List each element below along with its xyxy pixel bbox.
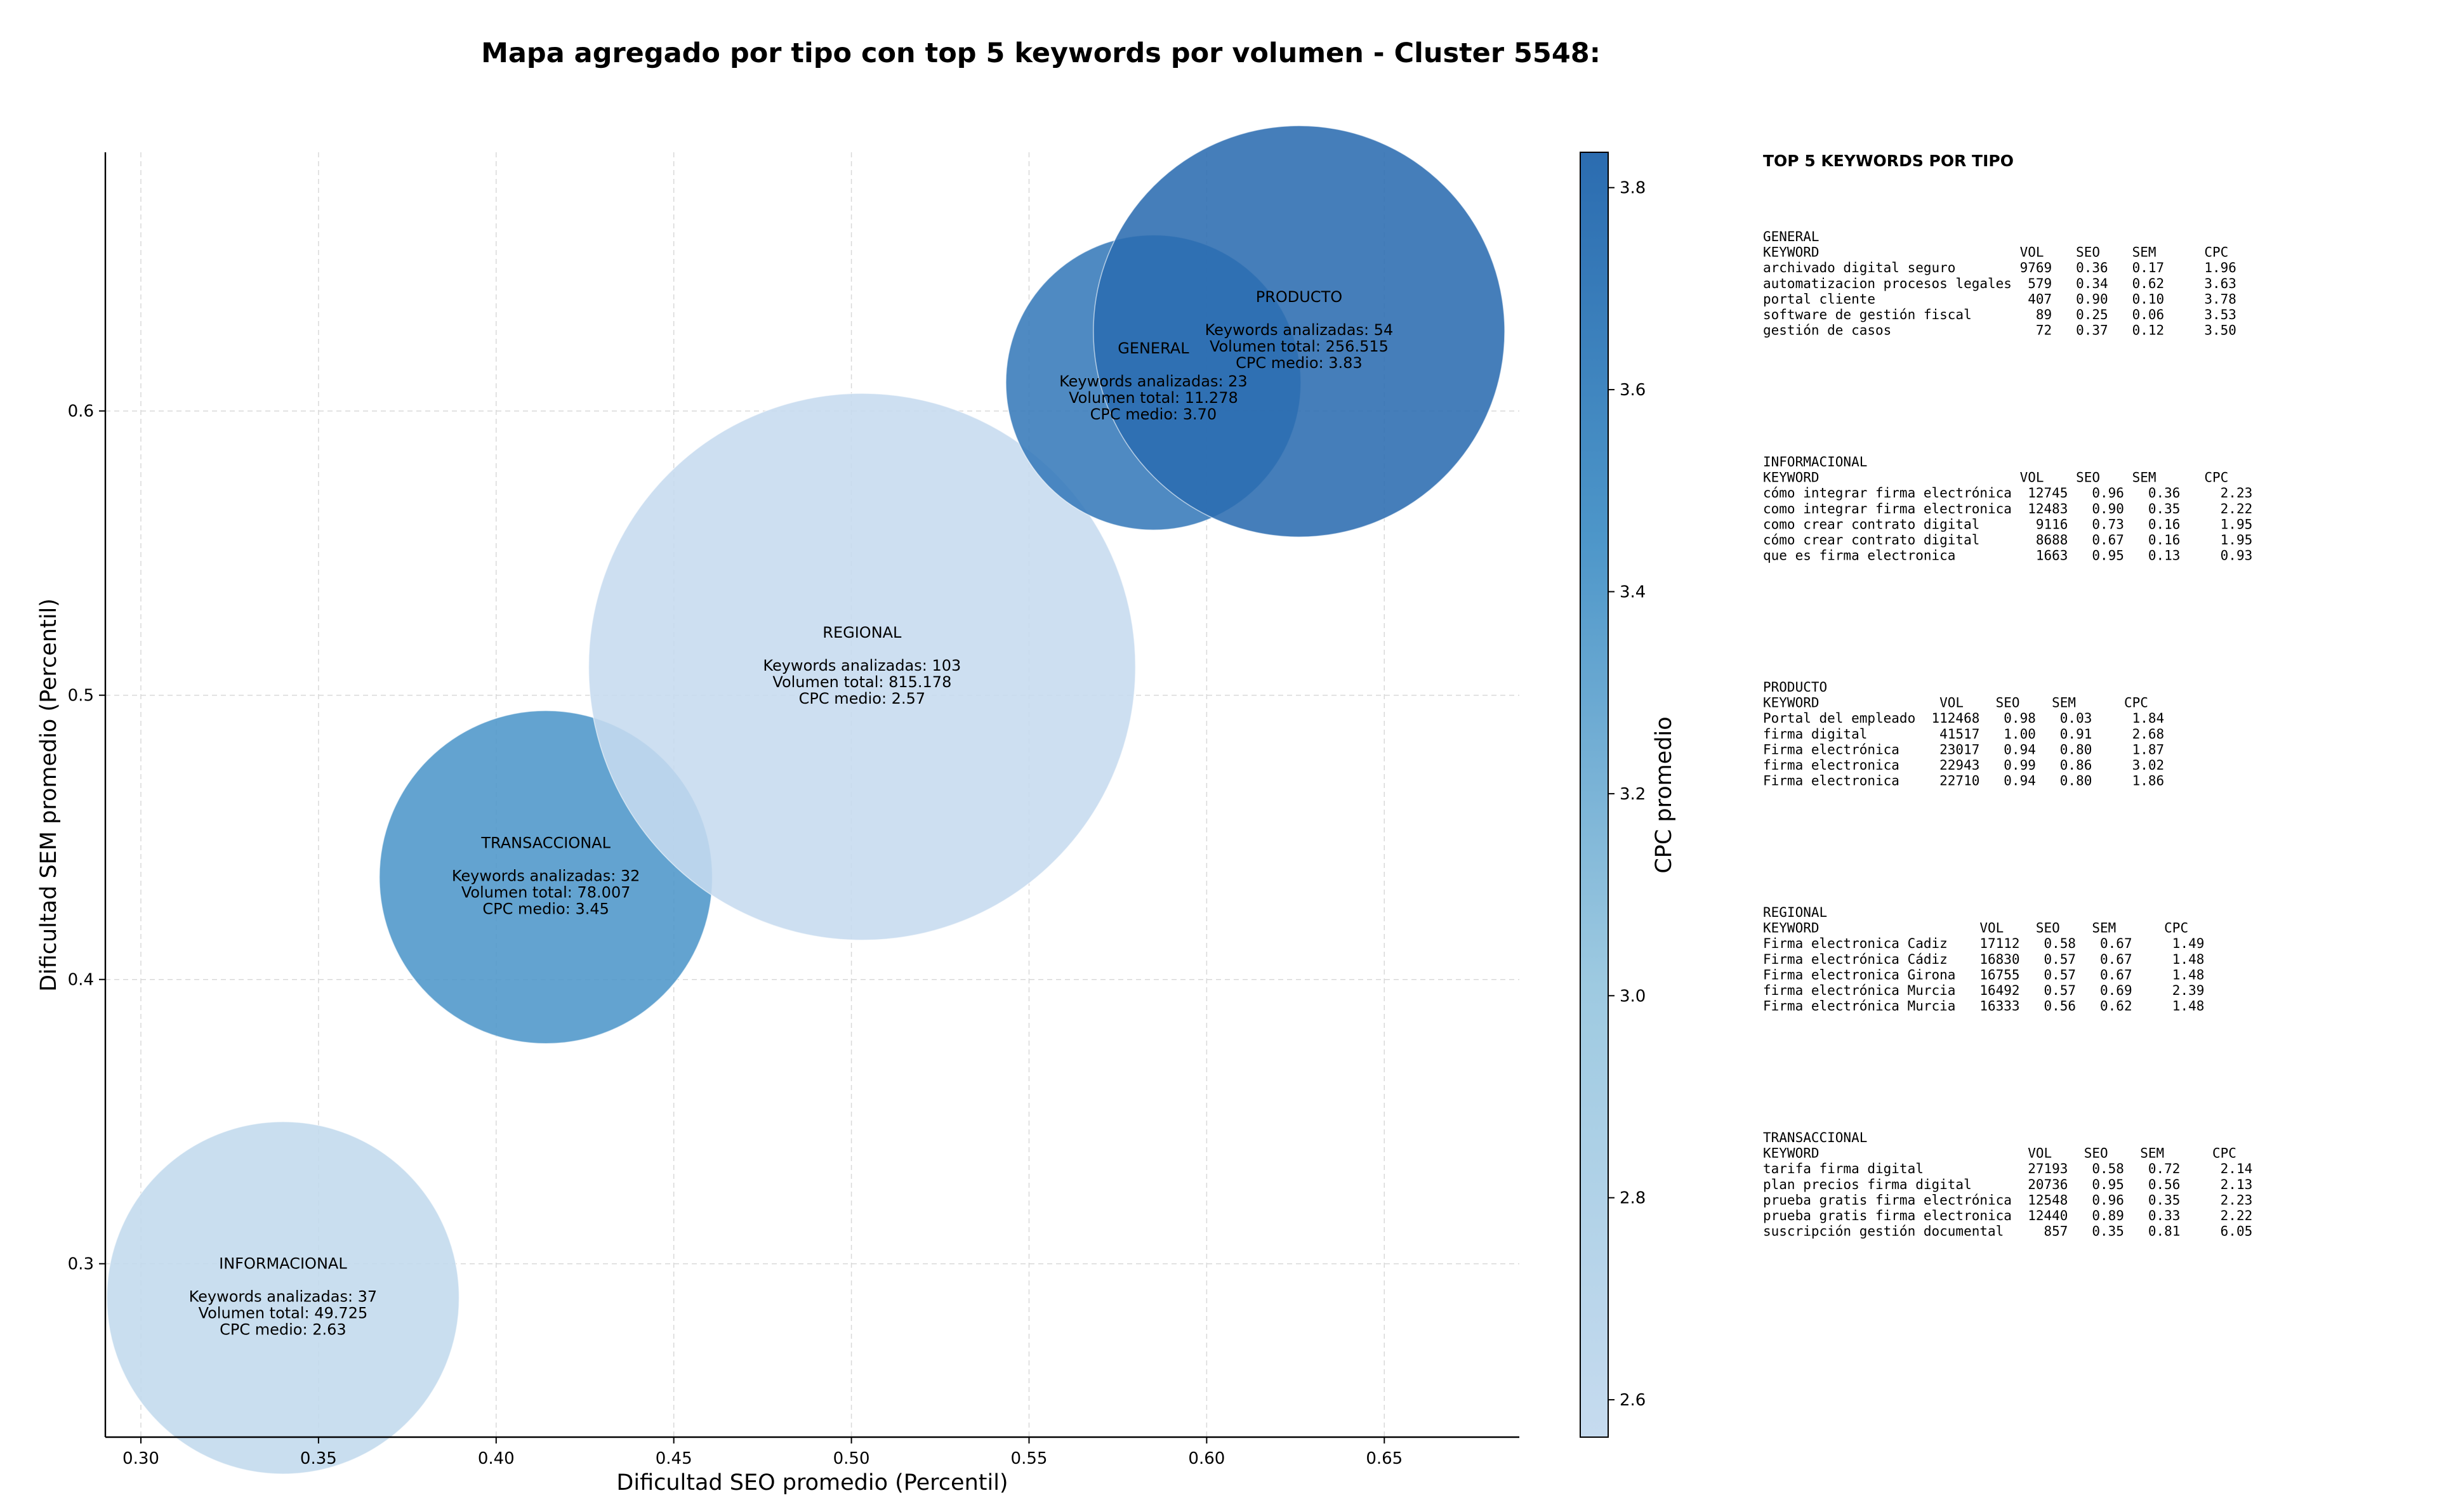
bubble-keywords-label: Keywords analizadas: 103 bbox=[763, 657, 961, 674]
x-tick-label: 0.60 bbox=[1188, 1449, 1225, 1468]
bubble-type-label: PRODUCTO bbox=[1256, 288, 1342, 306]
panel-section-name: GENERAL bbox=[1763, 229, 1819, 244]
x-axis-label: Dificultad SEO promedio (Percentil) bbox=[616, 1470, 1008, 1496]
bubble-cpc-label: CPC medio: 3.83 bbox=[1236, 354, 1363, 372]
panel-section-name: REGIONAL bbox=[1763, 905, 1827, 920]
panel-keyword-row: prueba gratis firma electronica 12440 0.… bbox=[1763, 1208, 2252, 1223]
bubble-keywords-label: Keywords analizadas: 37 bbox=[189, 1287, 378, 1305]
bubble-type-label: TRANSACCIONAL bbox=[480, 834, 611, 851]
panel-keyword-row: Firma electronica Girona 16755 0.57 0.67… bbox=[1763, 967, 2204, 982]
x-tick-label: 0.45 bbox=[656, 1449, 692, 1468]
bubble-keywords-label: Keywords analizadas: 54 bbox=[1205, 321, 1394, 339]
panel-keyword-row: prueba gratis firma electrónica 12548 0.… bbox=[1763, 1192, 2252, 1207]
x-tick-label: 0.50 bbox=[833, 1449, 870, 1468]
colorbar-tick-label: 2.6 bbox=[1620, 1391, 1646, 1410]
bubble-regional bbox=[588, 393, 1136, 941]
panel-section-header: KEYWORD VOL SEO SEM CPC bbox=[1763, 245, 2228, 260]
colorbar-tick-label: 3.4 bbox=[1620, 583, 1646, 602]
bubble-volume-label: Volumen total: 78.007 bbox=[461, 883, 631, 901]
panel-section-name: INFORMACIONAL bbox=[1763, 454, 1867, 470]
panel-keyword-row: software de gestión fiscal 89 0.25 0.06 … bbox=[1763, 307, 2236, 322]
panel-keyword-row: como integrar firma electronica 12483 0.… bbox=[1763, 501, 2252, 516]
colorbar bbox=[1580, 152, 1609, 1438]
x-tick-label: 0.40 bbox=[478, 1449, 515, 1468]
panel-keyword-row: plan precios firma digital 20736 0.95 0.… bbox=[1763, 1177, 2252, 1192]
panel-section-header: KEYWORD VOL SEO SEM CPC bbox=[1763, 695, 2148, 711]
panel-keyword-row: Portal del empleado 112468 0.98 0.03 1.8… bbox=[1763, 711, 2164, 726]
bubble-producto bbox=[1093, 125, 1505, 538]
panel-keyword-row: suscripción gestión documental 857 0.35 … bbox=[1763, 1224, 2252, 1239]
bubble-volume-label: Volumen total: 11.278 bbox=[1069, 389, 1238, 407]
bubble-volume-label: Volumen total: 256.515 bbox=[1210, 338, 1389, 355]
panel-section-name: PRODUCTO bbox=[1763, 680, 1827, 695]
bubbles bbox=[106, 125, 1505, 1475]
y-tick-label: 0.4 bbox=[68, 971, 94, 990]
panel-keyword-row: firma electrónica Murcia 16492 0.57 0.69… bbox=[1763, 983, 2204, 998]
x-tick-label: 0.30 bbox=[122, 1449, 159, 1468]
panel-section-header: KEYWORD VOL SEO SEM CPC bbox=[1763, 470, 2228, 485]
panel-keyword-row: Firma electrónica 23017 0.94 0.80 1.87 bbox=[1763, 742, 2164, 757]
panel-keyword-row: Firma electronica Cadiz 17112 0.58 0.67 … bbox=[1763, 936, 2204, 951]
panel-keyword-row: como crear contrato digital 9116 0.73 0.… bbox=[1763, 516, 2252, 532]
panel-section-header: KEYWORD VOL SEO SEM CPC bbox=[1763, 921, 2188, 936]
panel-section-header: KEYWORD VOL SEO SEM CPC bbox=[1763, 1146, 2236, 1161]
colorbar-tick-label: 3.2 bbox=[1620, 785, 1646, 804]
bubble-cpc-label: CPC medio: 2.63 bbox=[220, 1320, 347, 1338]
y-ticks: 0.3 0.4 0.5 0.6 bbox=[68, 402, 105, 1274]
bubble-keywords-label: Keywords analizadas: 23 bbox=[1059, 372, 1248, 390]
panel-keyword-row: archivado digital seguro 9769 0.36 0.17 … bbox=[1763, 260, 2236, 275]
panel-keyword-row: Firma electronica 22710 0.94 0.80 1.86 bbox=[1763, 773, 2164, 789]
panel-keyword-row: Firma electrónica Cádiz 16830 0.57 0.67 … bbox=[1763, 952, 2204, 967]
colorbar-tick-label: 3.8 bbox=[1620, 179, 1646, 198]
panel-keyword-row: firma electronica 22943 0.99 0.86 3.02 bbox=[1763, 758, 2164, 773]
panel-keyword-row: Firma electrónica Murcia 16333 0.56 0.62… bbox=[1763, 999, 2204, 1014]
panel-keyword-row: automatizacion procesos legales 579 0.34… bbox=[1763, 276, 2236, 291]
y-axis-label: Dificultad SEM promedio (Percentil) bbox=[36, 598, 62, 992]
x-tick-label: 0.65 bbox=[1366, 1449, 1403, 1468]
panel-title: TOP 5 KEYWORDS POR TIPO bbox=[1763, 152, 2014, 170]
panel-keyword-row: tarifa firma digital 27193 0.58 0.72 2.1… bbox=[1763, 1161, 2252, 1176]
bubble-volume-label: Volumen total: 815.178 bbox=[772, 673, 951, 691]
colorbar-ticks: 2.6 2.8 3.0 3.2 3.4 3.6 3.8 bbox=[1608, 179, 1646, 1410]
bubble-cpc-label: CPC medio: 3.45 bbox=[482, 900, 609, 917]
y-tick-label: 0.6 bbox=[68, 402, 94, 421]
panel-keyword-row: gestión de casos 72 0.37 0.12 3.50 bbox=[1763, 323, 2236, 338]
chart-title: Mapa agregado por tipo con top 5 keyword… bbox=[481, 37, 1601, 69]
bubble-informacional bbox=[106, 1121, 460, 1475]
panel-keyword-row: que es firma electronica 1663 0.95 0.13 … bbox=[1763, 548, 2252, 563]
x-tick-label: 0.55 bbox=[1011, 1449, 1048, 1468]
bubble-cpc-label: CPC medio: 2.57 bbox=[799, 690, 926, 707]
panel-keyword-row: cómo integrar firma electrónica 12745 0.… bbox=[1763, 485, 2252, 501]
bubble-type-label: INFORMACIONAL bbox=[219, 1254, 347, 1272]
panel-keyword-row: cómo crear contrato digital 8688 0.67 0.… bbox=[1763, 532, 2252, 548]
colorbar-tick-label: 2.8 bbox=[1620, 1189, 1646, 1208]
colorbar-label: CPC promedio bbox=[1651, 716, 1677, 873]
colorbar-tick-label: 3.6 bbox=[1620, 381, 1646, 400]
colorbar-tick-label: 3.0 bbox=[1620, 987, 1646, 1006]
bubble-volume-label: Volumen total: 49.725 bbox=[199, 1304, 368, 1322]
x-ticks: 0.30 0.35 0.40 0.45 0.50 0.55 0.60 0.65 bbox=[122, 1437, 1403, 1468]
bubble-keywords-label: Keywords analizadas: 32 bbox=[452, 867, 640, 884]
bubble-type-label: GENERAL bbox=[1118, 339, 1189, 357]
x-tick-label: 0.35 bbox=[300, 1449, 337, 1468]
panel-section-name: TRANSACCIONAL bbox=[1763, 1130, 1867, 1145]
panel-keyword-row: portal cliente 407 0.90 0.10 3.78 bbox=[1763, 291, 2236, 306]
panel-keyword-row: firma digital 41517 1.00 0.91 2.68 bbox=[1763, 726, 2164, 742]
axes bbox=[104, 152, 1519, 1438]
bubble-cpc-label: CPC medio: 3.70 bbox=[1090, 405, 1217, 423]
y-tick-label: 0.3 bbox=[68, 1255, 94, 1274]
bubble-type-label: REGIONAL bbox=[822, 624, 902, 641]
y-tick-label: 0.5 bbox=[68, 687, 94, 706]
